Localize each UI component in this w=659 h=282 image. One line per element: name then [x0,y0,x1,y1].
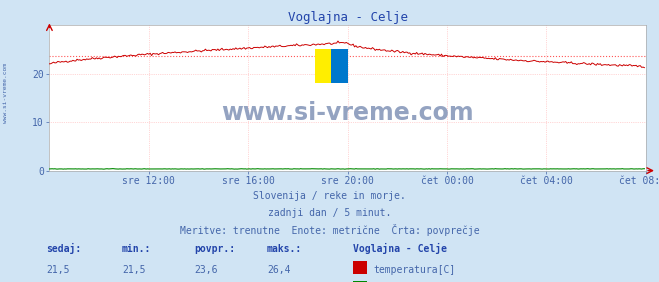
Text: www.si-vreme.com: www.si-vreme.com [221,100,474,125]
Text: 21,5: 21,5 [122,265,146,275]
Text: min.:: min.: [122,244,152,254]
Text: 21,5: 21,5 [46,265,70,275]
Text: zadnji dan / 5 minut.: zadnji dan / 5 minut. [268,208,391,218]
Text: povpr.:: povpr.: [194,244,235,254]
Text: sedaj:: sedaj: [46,243,81,254]
Text: maks.:: maks.: [267,244,302,254]
Text: Voglajna - Celje: Voglajna - Celje [353,243,447,254]
Text: 23,6: 23,6 [194,265,218,275]
FancyBboxPatch shape [315,49,331,83]
FancyBboxPatch shape [331,49,348,83]
Text: 26,4: 26,4 [267,265,291,275]
Text: Meritve: trenutne  Enote: metrične  Črta: povprečje: Meritve: trenutne Enote: metrične Črta: … [180,224,479,236]
Text: temperatura[C]: temperatura[C] [374,265,456,275]
Text: Slovenija / reke in morje.: Slovenija / reke in morje. [253,191,406,201]
Title: Voglajna - Celje: Voglajna - Celje [287,11,408,24]
Text: www.si-vreme.com: www.si-vreme.com [3,63,8,123]
